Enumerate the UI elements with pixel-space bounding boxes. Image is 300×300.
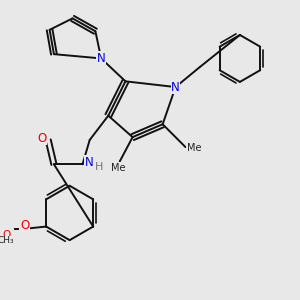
Text: N: N	[85, 155, 93, 169]
Text: O: O	[20, 219, 29, 232]
Text: O: O	[2, 230, 10, 240]
Text: N: N	[171, 80, 180, 94]
Text: H: H	[95, 162, 103, 172]
Text: N: N	[97, 52, 106, 65]
Text: CH₃: CH₃	[0, 236, 14, 245]
Text: O: O	[37, 132, 46, 145]
Text: Me: Me	[111, 163, 126, 173]
Text: Me: Me	[187, 143, 201, 153]
